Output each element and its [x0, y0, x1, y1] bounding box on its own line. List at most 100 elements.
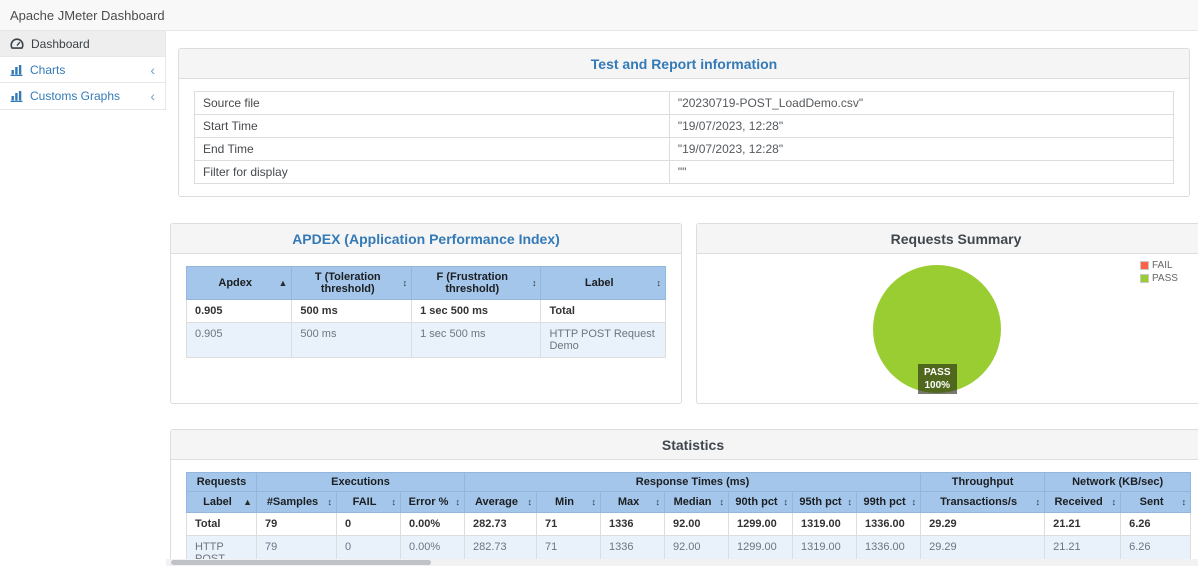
stats-col-header[interactable]: Average ↕	[464, 491, 538, 513]
table-row: Start Time "19/07/2023, 12:28"	[194, 114, 1175, 138]
sidebar-menu: Dashboard Charts ‹	[0, 31, 166, 110]
scrollbar-thumb[interactable]	[171, 560, 431, 565]
cell: 1319.00	[792, 512, 858, 536]
test-info-title: Test and Report information	[590, 55, 778, 72]
table-row: 0.905 500 ms 1 sec 500 ms Total	[185, 299, 666, 323]
apdex-title: APDEX (Application Performance Index)	[292, 230, 560, 247]
apdex-col-header[interactable]: Label ↕	[540, 266, 666, 300]
cell: 500 ms	[291, 322, 413, 358]
test-info-panel-heading: Test and Report information	[179, 49, 1189, 79]
sort-icon[interactable]: ↕	[783, 497, 789, 507]
stats-col-header[interactable]: Median ↕	[664, 491, 730, 513]
sort-icon[interactable]: ↕	[591, 497, 597, 507]
cell: 0.905	[185, 299, 293, 323]
cell: 1336	[600, 512, 666, 536]
statistics-panel: Statistics Requests Executions Respon	[170, 429, 1198, 566]
test-info-table: Source file "20230719-POST_LoadDemo.csv"…	[194, 91, 1175, 184]
stats-col-header[interactable]: 90th pct ↕	[728, 491, 794, 513]
info-value: ""	[668, 160, 1175, 184]
cell: 0.00%	[399, 512, 466, 536]
apdex-panel-heading: APDEX (Application Performance Index)	[171, 224, 681, 254]
sort-icon[interactable]: ↕	[847, 497, 853, 507]
stats-col-header[interactable]: Min ↕	[536, 491, 602, 513]
sort-icon[interactable]: ↕	[455, 497, 461, 507]
group-header-row: Requests Executions Response Times (ms) …	[186, 472, 1192, 492]
chevron-left-icon: ‹	[150, 61, 155, 78]
info-value: "19/07/2023, 12:28"	[668, 137, 1175, 161]
horizontal-scrollbar[interactable]	[166, 559, 1198, 566]
apdex-col-header[interactable]: T (Toleration threshold) ↕	[291, 266, 413, 300]
info-label: Filter for display	[194, 160, 670, 184]
test-info-panel: Test and Report information Source file …	[178, 48, 1190, 197]
pass-swatch-icon	[1140, 274, 1149, 283]
statistics-table: Requests Executions Response Times (ms) …	[186, 472, 1192, 566]
chevron-left-icon: ‹	[150, 88, 155, 104]
info-label: Source file	[194, 91, 670, 115]
pie-slice-label: PASS 100%	[918, 364, 957, 394]
group-header: Network (KB/sec)	[1044, 472, 1192, 492]
sidebar-item-label: Charts	[30, 62, 66, 77]
legend-item-pass[interactable]: PASS	[1140, 273, 1178, 284]
sort-icon[interactable]: ↕	[656, 278, 662, 288]
cell: 92.00	[664, 512, 730, 536]
stats-col-header[interactable]: 95th pct ↕	[792, 491, 858, 513]
sort-icon[interactable]: ↕	[911, 497, 917, 507]
stats-col-header[interactable]: 99th pct ↕	[856, 491, 922, 513]
info-label: Start Time	[194, 114, 670, 138]
sidebar-item-label: Customs Graphs	[30, 89, 121, 103]
sort-icon[interactable]: ↕	[527, 497, 533, 507]
sort-icon[interactable]: ↕	[1181, 497, 1187, 507]
apdex-col-header[interactable]: Apdex ▲	[185, 266, 293, 300]
sort-icon[interactable]: ↕	[402, 278, 408, 288]
sort-asc-icon[interactable]: ▲	[243, 497, 252, 507]
group-header: Response Times (ms)	[464, 472, 922, 492]
sidebar-item-charts[interactable]: Charts ‹	[0, 57, 165, 83]
info-value: "19/07/2023, 12:28"	[668, 114, 1175, 138]
cell: 1336.00	[856, 512, 922, 536]
app-title: Apache JMeter Dashboard	[10, 7, 165, 23]
cell: Total	[186, 512, 257, 536]
group-header: Throughput	[920, 472, 1046, 492]
table-row: 0.905 500 ms 1 sec 500 ms HTTP POST Requ…	[185, 322, 666, 358]
sort-icon[interactable]: ↕	[531, 278, 537, 288]
sort-icon[interactable]: ↕	[1035, 497, 1041, 507]
group-header: Requests	[186, 472, 257, 492]
sidebar-item-customs-graphs[interactable]: Customs Graphs ‹	[0, 83, 165, 109]
sort-asc-icon[interactable]: ▲	[278, 278, 288, 288]
requests-summary-heading: Requests Summary	[697, 224, 1198, 254]
legend-label: FAIL	[1152, 260, 1173, 271]
cell: 71	[536, 512, 602, 536]
cell: 21.21	[1044, 512, 1122, 536]
fail-swatch-icon	[1140, 261, 1149, 270]
table-row-total: Total 79 0 0.00% 282.73 71 1336 92.00 12…	[186, 512, 1192, 536]
apdex-panel: APDEX (Application Performance Index) Ap…	[170, 223, 682, 404]
chart-legend: FAIL PASS	[1140, 260, 1178, 286]
cell: 500 ms	[291, 299, 413, 323]
sort-icon[interactable]: ↕	[655, 497, 661, 507]
sort-icon[interactable]: ↕	[391, 497, 397, 507]
table-row: Source file "20230719-POST_LoadDemo.csv"	[194, 91, 1175, 115]
sort-icon[interactable]: ↕	[1111, 497, 1117, 507]
stats-col-header[interactable]: Received ↕	[1044, 491, 1122, 513]
sort-icon[interactable]: ↕	[327, 497, 333, 507]
bar-chart-icon	[10, 64, 23, 76]
stats-col-header[interactable]: #Samples ↕	[256, 491, 337, 513]
info-label: End Time	[194, 137, 670, 161]
stats-col-header[interactable]: Label ▲	[186, 491, 257, 513]
stats-col-header[interactable]: Transactions/s ↕	[920, 491, 1046, 513]
sort-icon[interactable]: ↕	[719, 497, 725, 507]
stats-col-header[interactable]: FAIL ↕	[336, 491, 401, 513]
cell: 1 sec 500 ms	[411, 322, 542, 358]
cell: 0	[336, 512, 401, 536]
cell: 0.905	[185, 322, 293, 358]
sidebar-item-dashboard[interactable]: Dashboard	[0, 31, 165, 57]
legend-item-fail[interactable]: FAIL	[1140, 260, 1178, 271]
stats-col-header[interactable]: Sent ↕	[1120, 491, 1192, 513]
stats-col-header[interactable]: Error % ↕	[399, 491, 466, 513]
info-value: "20230719-POST_LoadDemo.csv"	[668, 91, 1175, 115]
cell: HTTP POST Request Demo	[540, 322, 666, 358]
apdex-col-header[interactable]: F (Frustration threshold) ↕	[411, 266, 542, 300]
stats-col-header[interactable]: Max ↕	[600, 491, 666, 513]
group-header: Executions	[255, 472, 466, 492]
column-header-row: Label ▲ #Samples ↕ FAIL ↕ Error % ↕ Average ↕…	[186, 491, 1192, 513]
